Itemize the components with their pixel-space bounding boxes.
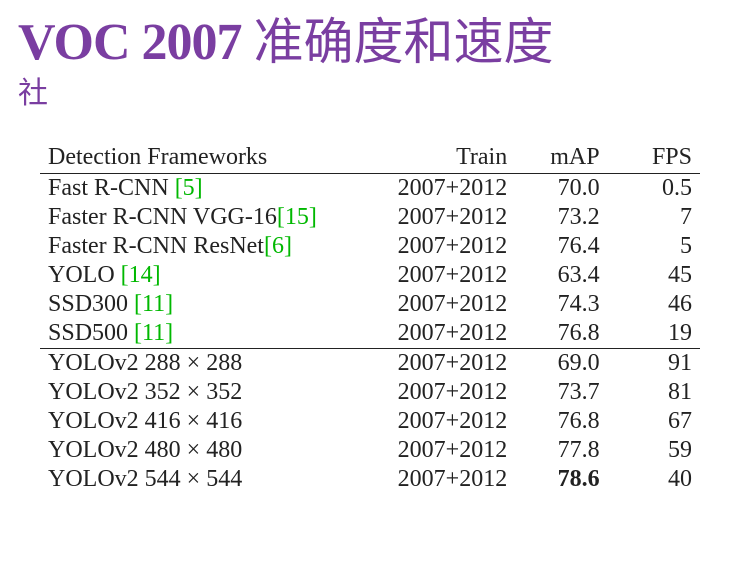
framework-name: YOLOv2 416 × 416 (48, 408, 242, 434)
citation: [5] (175, 175, 203, 201)
table-body: Fast R-CNN [5]2007+201270.00.5Faster R-C… (40, 174, 700, 495)
cell-map: 76.8 (515, 319, 607, 349)
cell-train: 2007+2012 (370, 407, 515, 436)
table-row: YOLOv2 544 × 544 2007+201278.640 (40, 465, 700, 494)
cell-fps: 7 (608, 203, 700, 232)
cell-train: 2007+2012 (370, 349, 515, 379)
table-row: Faster R-CNN ResNet[6]2007+201276.45 (40, 232, 700, 261)
results-table: Detection Frameworks Train mAP FPS Fast … (40, 142, 700, 494)
cell-train: 2007+2012 (370, 261, 515, 290)
cell-train: 2007+2012 (370, 436, 515, 465)
cell-map: 69.0 (515, 349, 607, 379)
title-main: VOC 2007 (18, 13, 242, 72)
table-row: YOLOv2 480 × 480 2007+201277.859 (40, 436, 700, 465)
cell-train: 2007+2012 (370, 232, 515, 261)
cell-map: 73.7 (515, 378, 607, 407)
title-rest: 准确度和速度 (254, 2, 554, 74)
cell-map: 77.8 (515, 436, 607, 465)
cell-fps: 46 (608, 290, 700, 319)
cell-map: 76.8 (515, 407, 607, 436)
cell-fps: 81 (608, 378, 700, 407)
cell-framework: YOLO [14] (40, 261, 370, 290)
table-row: Fast R-CNN [5]2007+201270.00.5 (40, 174, 700, 204)
slide-title-block: VOC 2007 准确度和速度 社 (0, 0, 740, 112)
cell-framework: SSD500 [11] (40, 319, 370, 349)
cell-fps: 19 (608, 319, 700, 349)
framework-name: SSD500 (48, 320, 134, 346)
col-header-fps: FPS (608, 142, 700, 174)
cell-train: 2007+2012 (370, 174, 515, 204)
table-row: Faster R-CNN VGG-16[15]2007+201273.27 (40, 203, 700, 232)
cell-train: 2007+2012 (370, 290, 515, 319)
cell-map: 63.4 (515, 261, 607, 290)
cell-train: 2007+2012 (370, 378, 515, 407)
citation: [11] (134, 320, 173, 346)
cell-framework: Faster R-CNN VGG-16[15] (40, 203, 370, 232)
cell-fps: 40 (608, 465, 700, 494)
cell-framework: YOLOv2 416 × 416 (40, 407, 370, 436)
col-header-train: Train (370, 142, 515, 174)
table-header-row: Detection Frameworks Train mAP FPS (40, 142, 700, 174)
citation: [11] (134, 291, 173, 317)
cell-map: 74.3 (515, 290, 607, 319)
cell-framework: Fast R-CNN [5] (40, 174, 370, 204)
cell-fps: 0.5 (608, 174, 700, 204)
framework-name: YOLOv2 288 × 288 (48, 350, 242, 376)
framework-name: YOLOv2 544 × 544 (48, 466, 242, 492)
cell-train: 2007+2012 (370, 465, 515, 494)
table-row: YOLOv2 288 × 288 2007+201269.091 (40, 349, 700, 379)
cell-train: 2007+2012 (370, 319, 515, 349)
cell-map: 73.2 (515, 203, 607, 232)
cell-framework: Faster R-CNN ResNet[6] (40, 232, 370, 261)
cell-fps: 5 (608, 232, 700, 261)
framework-name: YOLOv2 352 × 352 (48, 379, 242, 405)
title-subtitle-fragment: 社 (18, 68, 740, 112)
table-row: YOLO [14]2007+201263.445 (40, 261, 700, 290)
col-header-framework: Detection Frameworks (40, 142, 370, 174)
cell-map: 78.6 (515, 465, 607, 494)
cell-train: 2007+2012 (370, 203, 515, 232)
cell-fps: 67 (608, 407, 700, 436)
table-row: YOLOv2 416 × 416 2007+201276.867 (40, 407, 700, 436)
cell-framework: YOLOv2 352 × 352 (40, 378, 370, 407)
citation: [15] (277, 204, 317, 230)
table-row: SSD500 [11]2007+201276.819 (40, 319, 700, 349)
cell-framework: YOLOv2 288 × 288 (40, 349, 370, 379)
cell-framework: YOLOv2 544 × 544 (40, 465, 370, 494)
framework-name: Fast R-CNN (48, 175, 175, 201)
cell-map: 70.0 (515, 174, 607, 204)
cell-fps: 45 (608, 261, 700, 290)
cell-framework: YOLOv2 480 × 480 (40, 436, 370, 465)
cell-framework: SSD300 [11] (40, 290, 370, 319)
table-row: YOLOv2 352 × 352 2007+201273.781 (40, 378, 700, 407)
cell-fps: 59 (608, 436, 700, 465)
results-table-wrap: Detection Frameworks Train mAP FPS Fast … (40, 142, 700, 494)
framework-name: Faster R-CNN ResNet (48, 233, 264, 259)
framework-name: YOLO (48, 262, 121, 288)
cell-fps: 91 (608, 349, 700, 379)
framework-name: YOLOv2 480 × 480 (48, 437, 242, 463)
table-row: SSD300 [11]2007+201274.346 (40, 290, 700, 319)
citation: [6] (264, 233, 292, 259)
framework-name: Faster R-CNN VGG-16 (48, 204, 277, 230)
citation: [14] (121, 262, 161, 288)
framework-name: SSD300 (48, 291, 134, 317)
col-header-map: mAP (515, 142, 607, 174)
cell-map: 76.4 (515, 232, 607, 261)
